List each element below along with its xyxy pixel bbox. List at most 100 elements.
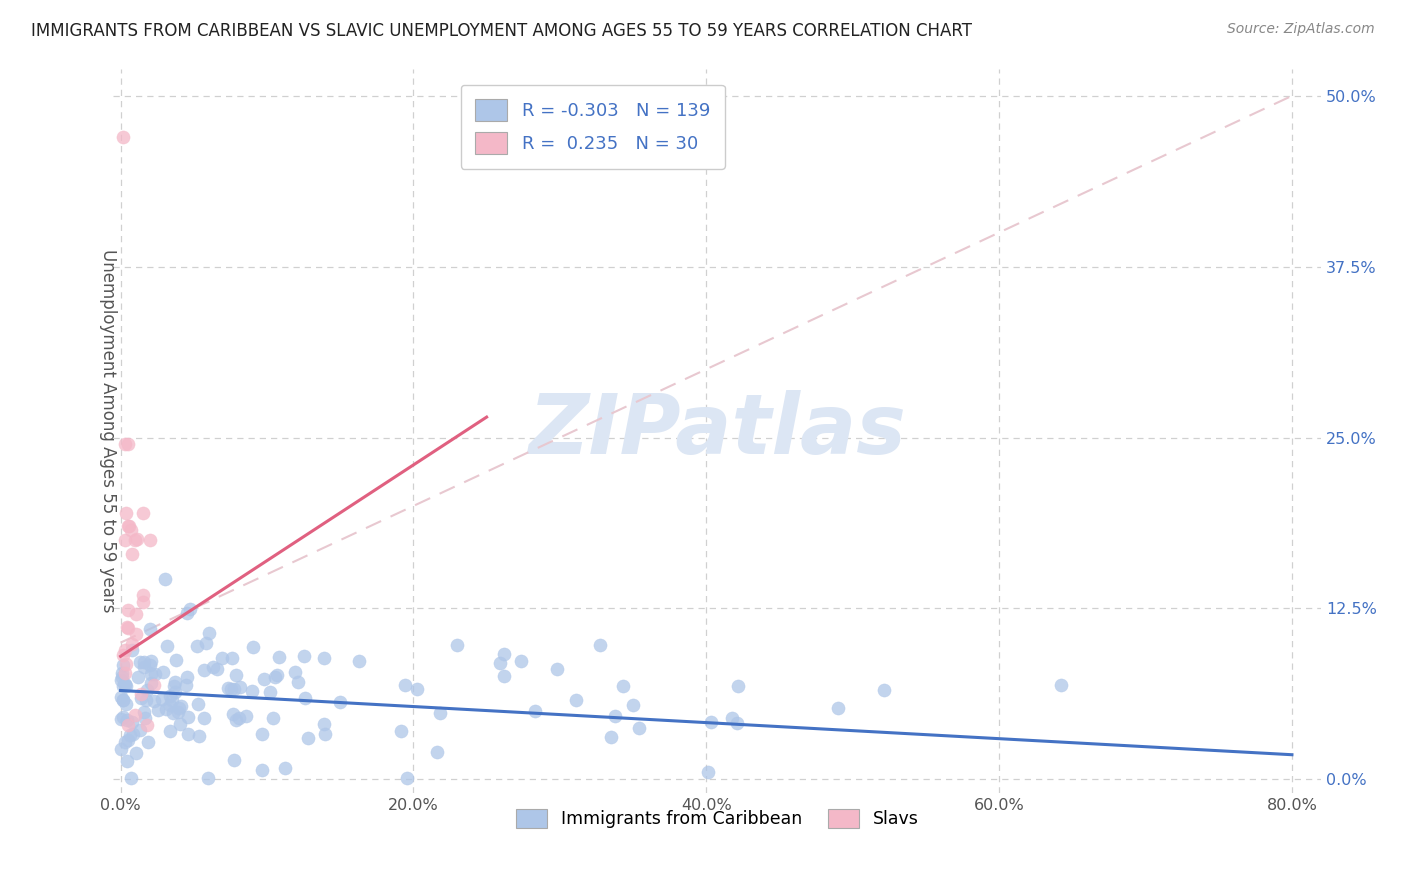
Point <box>117 519 139 533</box>
Point <box>112 679 135 693</box>
Point <box>121 643 143 657</box>
Point <box>111 657 134 672</box>
Point <box>405 682 427 697</box>
Point <box>110 690 132 704</box>
Point <box>124 533 146 548</box>
Point <box>725 715 748 730</box>
Point <box>115 506 138 520</box>
Point <box>225 667 247 681</box>
Point <box>111 648 134 662</box>
Point <box>201 660 224 674</box>
Point <box>135 693 157 707</box>
Point <box>179 602 201 616</box>
Point <box>156 640 179 654</box>
Point <box>259 685 281 699</box>
Point <box>510 654 533 668</box>
Point <box>152 665 174 679</box>
Point <box>186 698 208 712</box>
Point <box>222 753 245 767</box>
Point <box>110 742 132 756</box>
Point <box>129 723 152 738</box>
Point <box>287 675 309 690</box>
Point <box>696 764 718 779</box>
Point <box>194 636 217 650</box>
Point <box>111 693 134 707</box>
Point <box>224 682 246 697</box>
Point <box>121 547 143 561</box>
Point <box>426 745 449 759</box>
Point <box>139 622 162 636</box>
Point <box>262 710 284 724</box>
Point <box>274 761 297 775</box>
Point <box>138 735 160 749</box>
Point <box>429 706 451 721</box>
Point <box>492 647 515 661</box>
Point <box>235 708 257 723</box>
Point <box>111 670 134 684</box>
Point <box>112 129 135 144</box>
Point <box>125 627 148 641</box>
Point <box>240 684 263 698</box>
Point <box>721 711 744 725</box>
Point <box>177 727 200 741</box>
Point <box>132 588 155 602</box>
Point <box>297 731 319 746</box>
Point <box>132 705 155 719</box>
Point <box>142 694 165 708</box>
Point <box>115 713 138 727</box>
Point <box>134 655 156 669</box>
Point <box>167 701 190 715</box>
Point <box>314 717 336 731</box>
Point <box>114 657 136 672</box>
Point <box>176 606 198 620</box>
Point <box>347 654 370 668</box>
Point <box>115 697 138 711</box>
Point <box>250 763 273 777</box>
Point <box>217 681 239 695</box>
Point <box>389 723 412 738</box>
Point <box>165 653 187 667</box>
Text: IMMIGRANTS FROM CARIBBEAN VS SLAVIC UNEMPLOYMENT AMONG AGES 55 TO 59 YEARS CORRE: IMMIGRANTS FROM CARIBBEAN VS SLAVIC UNEM… <box>31 22 972 40</box>
Legend: Immigrants from Caribbean, Slavs: Immigrants from Caribbean, Slavs <box>509 802 927 835</box>
Point <box>141 666 163 681</box>
Point <box>110 666 132 681</box>
Point <box>252 672 274 686</box>
Point <box>165 675 187 690</box>
Point <box>162 679 184 693</box>
Point <box>155 701 177 715</box>
Point <box>125 746 148 760</box>
Point <box>129 691 152 706</box>
Point <box>159 689 181 703</box>
Point <box>162 706 184 721</box>
Point <box>186 639 208 653</box>
Point <box>284 665 307 679</box>
Point <box>129 688 152 702</box>
Point <box>139 533 162 548</box>
Point <box>211 650 233 665</box>
Point <box>121 637 143 651</box>
Point <box>267 650 290 665</box>
Point <box>114 665 136 680</box>
Point <box>193 664 215 678</box>
Point <box>141 676 163 690</box>
Point <box>565 693 588 707</box>
Point <box>150 691 173 706</box>
Point <box>135 683 157 698</box>
Point <box>396 771 419 785</box>
Point <box>142 678 165 692</box>
Point <box>827 701 849 715</box>
Point <box>112 693 135 707</box>
Point <box>134 660 156 674</box>
Point <box>110 712 132 726</box>
Point <box>114 643 136 657</box>
Point <box>207 662 229 676</box>
Point <box>600 731 623 745</box>
Point <box>197 626 219 640</box>
Point <box>292 649 315 664</box>
Point <box>252 726 274 740</box>
Point <box>589 638 612 652</box>
Point <box>546 662 568 676</box>
Point <box>159 698 181 712</box>
Point <box>242 640 264 654</box>
Point <box>494 669 516 683</box>
